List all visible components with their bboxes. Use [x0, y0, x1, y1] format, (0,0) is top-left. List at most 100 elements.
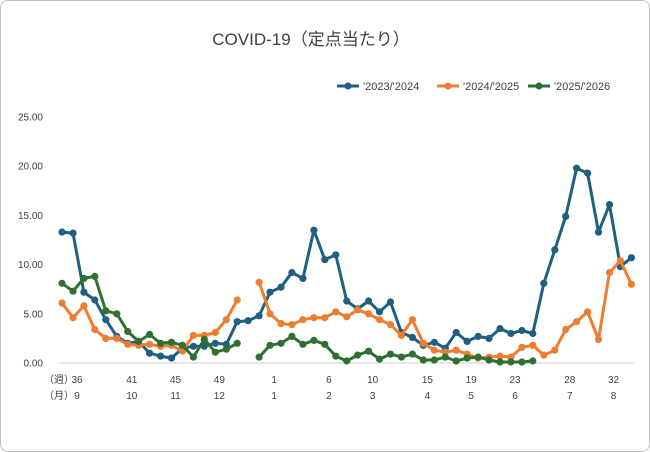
data-point [332, 352, 340, 360]
data-point [365, 310, 373, 318]
data-point [397, 353, 405, 361]
data-point [529, 357, 537, 365]
x-tick-week: 45 [170, 375, 182, 386]
data-point [386, 298, 395, 306]
legend-label: '2023/'2024 [363, 81, 419, 93]
data-point [343, 313, 351, 321]
data-point [69, 229, 77, 237]
data-point [474, 332, 482, 340]
legend-label: '2025/'2026 [554, 81, 610, 93]
data-point [299, 316, 307, 324]
data-point [321, 256, 329, 264]
data-point [540, 279, 548, 287]
x-tick-week: 36 [71, 375, 83, 386]
data-point [408, 350, 416, 358]
data-point [102, 316, 110, 324]
x-tick-week: 28 [564, 375, 576, 386]
data-point [627, 254, 636, 262]
x-tick-month: 1 [271, 391, 277, 402]
data-point [354, 306, 362, 314]
data-point [233, 318, 241, 326]
x-tick-week: 19 [466, 375, 478, 386]
x-tick-month: 2 [326, 391, 332, 402]
data-point [430, 346, 438, 354]
data-point [485, 334, 493, 342]
legend-swatch-marker [444, 82, 452, 90]
data-point [375, 316, 384, 324]
x-tick-month: 11 [170, 391, 181, 402]
data-point [146, 349, 154, 357]
data-point [529, 341, 537, 349]
x-tick-month: 9 [74, 391, 80, 402]
data-point [189, 342, 197, 350]
series-group [58, 257, 636, 362]
legend-label: '2024/'2025 [463, 81, 519, 93]
data-point [343, 357, 351, 365]
data-point [452, 346, 460, 354]
x-axis: （週） （月） 36 41 45 49 1 6 10 15 19 23 28 329 10 11 12 1 2 3… [44, 374, 620, 402]
x-tick-week: 15 [422, 375, 434, 386]
data-point [584, 308, 592, 316]
legend-swatch-marker [344, 82, 352, 90]
data-point [507, 358, 515, 366]
data-point [321, 314, 329, 322]
data-point [277, 339, 285, 347]
x-tick-month: 3 [370, 391, 376, 402]
data-point [616, 257, 625, 265]
data-point [386, 350, 395, 358]
series-group [58, 164, 636, 362]
data-point [266, 341, 274, 349]
data-point [102, 334, 110, 342]
y-tick-label: 0.00 [24, 359, 44, 370]
data-point [69, 287, 77, 295]
y-tick-label: 20.00 [18, 162, 43, 173]
data-point [189, 331, 197, 339]
data-point [627, 280, 636, 288]
data-point [518, 326, 526, 335]
data-point [288, 332, 296, 340]
data-point [365, 297, 373, 305]
y-tick-label: 15.00 [18, 211, 43, 222]
data-point [146, 330, 154, 339]
x-tick-week: 32 [608, 375, 620, 386]
data-point [463, 354, 471, 362]
data-point [135, 337, 143, 345]
x-tick-month: 10 [126, 391, 138, 402]
data-point [562, 325, 570, 334]
data-point [375, 355, 384, 363]
x-tick-month: 7 [567, 391, 573, 402]
data-point [518, 358, 526, 366]
data-point [299, 274, 307, 282]
data-point [584, 169, 592, 177]
y-tick-label: 5.00 [24, 309, 44, 320]
x-tick-week: 1 [271, 375, 277, 386]
x-tick-week: 49 [214, 375, 226, 386]
data-point [310, 314, 318, 322]
data-point [157, 339, 165, 347]
data-point [540, 351, 548, 359]
x-tick-month: 12 [214, 391, 226, 402]
y-tick-label: 25.00 [18, 113, 43, 124]
data-point [167, 354, 176, 362]
data-point [310, 226, 318, 234]
data-point [146, 340, 154, 348]
data-point [551, 246, 559, 254]
data-point [408, 316, 416, 324]
data-point [605, 268, 614, 277]
x-tick-week: 41 [126, 375, 138, 386]
x-tick-month: 8 [611, 391, 617, 402]
data-point [605, 201, 614, 209]
data-point [58, 299, 66, 307]
data-point [332, 308, 340, 316]
data-point [507, 329, 515, 338]
x-tick-week: 23 [509, 375, 521, 386]
data-point [594, 335, 603, 343]
data-point [288, 321, 296, 329]
data-point [277, 283, 285, 291]
data-point [91, 325, 99, 334]
x-tick-week: 6 [326, 375, 332, 386]
data-point [113, 310, 121, 318]
data-point [430, 338, 438, 346]
